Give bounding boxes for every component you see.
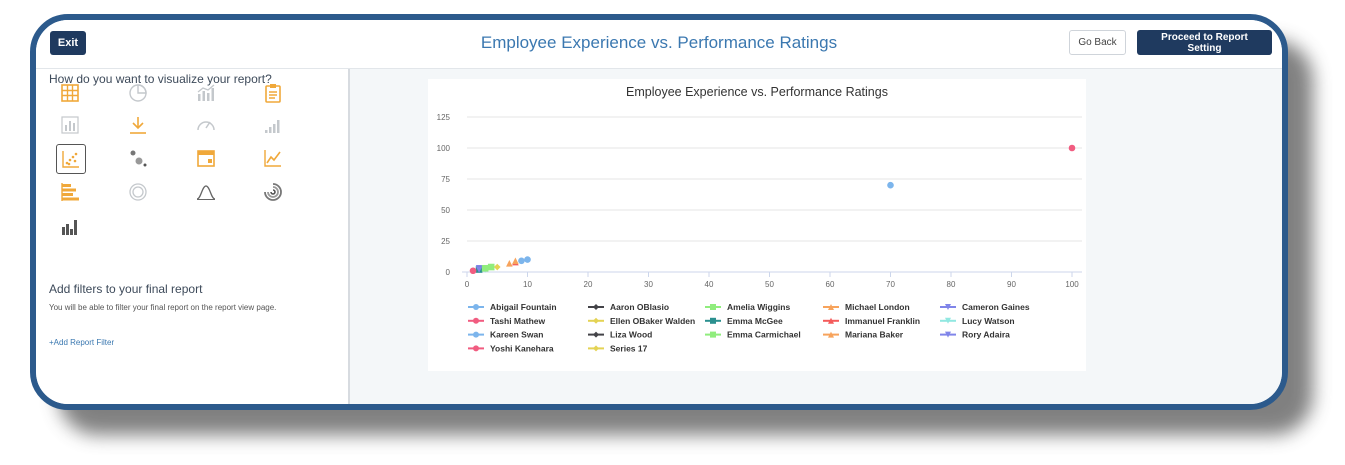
table-icon[interactable]: [57, 80, 83, 106]
chart-preview-area: Employee Experience vs. Performance Rati…: [350, 69, 1282, 404]
x-tick-label: 70: [886, 280, 895, 289]
x-tick-label: 10: [523, 280, 532, 289]
scatter-chart: Employee Experience vs. Performance Rati…: [437, 85, 1082, 353]
y-tick-label: 125: [437, 113, 451, 122]
legend-item: Abigail Fountain: [490, 302, 557, 312]
y-tick-label: 25: [441, 237, 450, 246]
x-tick-label: 90: [1007, 280, 1016, 289]
legend-marker: [593, 345, 599, 352]
donut-icon[interactable]: [125, 179, 151, 205]
legend-marker: [473, 331, 479, 338]
data-point: [524, 256, 531, 263]
legend-marker: [473, 345, 479, 352]
proceed-button[interactable]: Proceed to Report Setting: [1137, 30, 1272, 55]
legend-item: Ellen OBaker Walden: [610, 316, 695, 326]
legend-marker: [593, 331, 599, 338]
data-point: [506, 260, 513, 267]
data-point: [518, 257, 525, 265]
x-tick-label: 20: [584, 280, 593, 289]
go-back-button[interactable]: Go Back: [1069, 30, 1126, 55]
x-tick-label: 80: [947, 280, 956, 289]
legend-item: Liza Wood: [610, 330, 652, 340]
y-tick-label: 75: [441, 175, 450, 184]
y-tick-label: 50: [441, 206, 450, 215]
exit-button[interactable]: Exit: [50, 31, 86, 55]
legend-marker: [710, 317, 716, 324]
filters-title: Add filters to your final report: [49, 282, 203, 296]
add-report-filter-link[interactable]: +Add Report Filter: [49, 338, 115, 347]
legend-item: Series 17: [610, 343, 648, 353]
chart-title: Employee Experience vs. Performance Rati…: [626, 85, 888, 99]
legend-marker: [473, 304, 479, 310]
scatter-chart-icon[interactable]: [56, 144, 86, 174]
bar-chart-icon[interactable]: [57, 112, 83, 138]
legend-marker: [945, 304, 951, 310]
signal-bars-icon[interactable]: [260, 112, 286, 138]
legend-item: Emma McGee: [727, 316, 783, 326]
legend-marker: [828, 317, 834, 324]
legend-item: Immanuel Franklin: [845, 316, 920, 326]
legend-item: Mariana Baker: [845, 330, 904, 340]
data-point: [475, 266, 483, 273]
legend-item: Tashi Mathew: [490, 316, 545, 326]
gauge-icon[interactable]: [193, 112, 219, 138]
download-icon[interactable]: [125, 112, 151, 138]
bubble-chart-icon[interactable]: [125, 145, 151, 171]
legend-marker: [828, 304, 834, 310]
legend-item: Kareen Swan: [490, 330, 543, 340]
x-tick-label: 30: [644, 280, 653, 289]
x-tick-label: 0: [465, 280, 470, 289]
legend-marker: [710, 331, 716, 338]
clipboard-icon[interactable]: [260, 80, 286, 106]
data-point: [469, 267, 477, 275]
line-chart-icon[interactable]: [260, 145, 286, 171]
legend-item: Cameron Gaines: [962, 302, 1030, 312]
histogram-icon[interactable]: [57, 214, 83, 240]
y-tick-label: 100: [437, 144, 451, 153]
data-point: [887, 181, 894, 189]
legend-item: Yoshi Kanehara: [490, 343, 554, 353]
data-point: [512, 257, 519, 265]
page-title: Employee Experience vs. Performance Rati…: [480, 33, 838, 52]
legend-marker: [593, 317, 599, 324]
data-point: [487, 263, 495, 271]
legend-item: Rory Adaira: [962, 330, 1010, 340]
legend-marker: [945, 331, 951, 338]
horizontal-bar-icon[interactable]: [57, 179, 83, 205]
x-tick-label: 100: [1065, 280, 1079, 289]
visualization-panel: How do you want to visualize your report…: [36, 69, 350, 404]
calendar-icon[interactable]: [193, 145, 219, 171]
top-bar: Exit Employee Experience vs. Performance…: [36, 20, 1282, 69]
bell-curve-icon[interactable]: [193, 179, 219, 205]
radial-bar-icon[interactable]: [260, 179, 286, 205]
legend-item: Michael London: [845, 302, 910, 312]
legend-item: Aaron OBlasio: [610, 302, 669, 312]
filters-description: You will be able to filter your final re…: [49, 303, 277, 312]
combo-chart-icon[interactable]: [193, 80, 219, 106]
legend-marker: [945, 317, 951, 324]
legend-marker: [710, 304, 716, 310]
data-point: [493, 263, 501, 271]
x-tick-label: 60: [826, 280, 835, 289]
legend-item: Lucy Watson: [962, 316, 1015, 326]
data-point: [1068, 144, 1076, 152]
data-point: [481, 264, 489, 272]
legend-marker: [593, 304, 599, 310]
chart-card: Employee Experience vs. Performance Rati…: [428, 79, 1086, 371]
legend-item: Emma Carmichael: [727, 330, 801, 340]
legend-marker: [473, 317, 479, 324]
app-window: Exit Employee Experience vs. Performance…: [30, 14, 1288, 410]
y-tick-label: 0: [446, 268, 451, 277]
legend-item: Amelia Wiggins: [727, 302, 790, 312]
visualize-heading: How do you want to visualize your report…: [49, 72, 272, 86]
pie-chart-icon[interactable]: [125, 80, 151, 106]
x-tick-label: 40: [705, 280, 714, 289]
legend-marker: [828, 331, 834, 338]
x-tick-label: 50: [765, 280, 774, 289]
